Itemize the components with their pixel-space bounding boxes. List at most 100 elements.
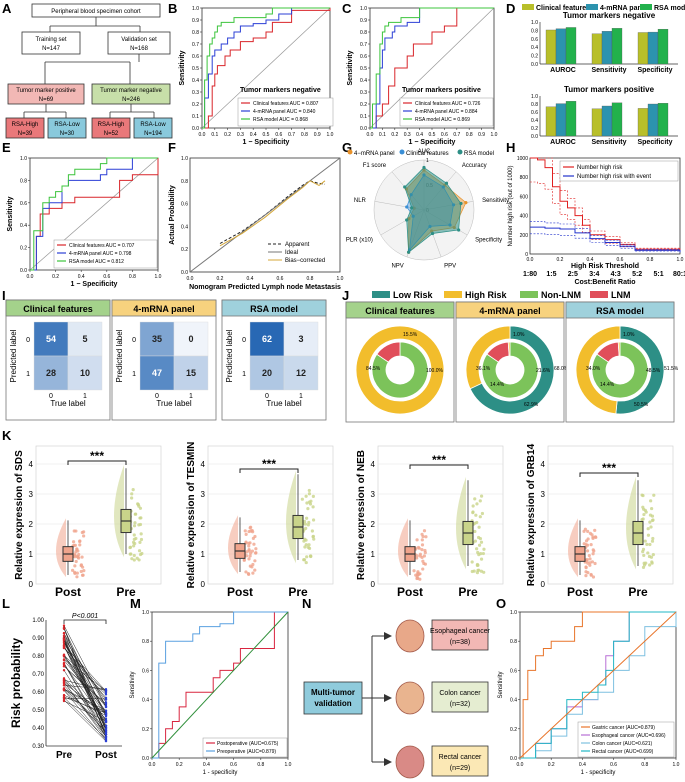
panel-k-point <box>251 536 255 540</box>
panel-k-point <box>470 560 474 564</box>
panel-k-point <box>650 518 655 523</box>
panel-k-point <box>648 520 652 524</box>
panel-m-x-tick-label: 0.4 <box>203 762 210 768</box>
panel-l-post-point <box>104 719 108 722</box>
panel-d-y-tick-label: 0.6 <box>531 110 538 116</box>
panel-k-point <box>250 565 254 569</box>
panel-k-y-tick-label: 1 <box>371 550 376 559</box>
panel-d-y-tick-label: 0.8 <box>531 28 538 34</box>
panel-g-point <box>407 250 411 254</box>
panel-i-cell-2 <box>173 355 209 391</box>
panel-k-point <box>251 562 255 567</box>
panel-k-point <box>136 502 140 506</box>
panel-b-x-tick-label: 0.0 <box>199 132 206 138</box>
panel-b-x-tick-label: 0.6 <box>275 132 282 138</box>
panel-k-point <box>244 532 248 536</box>
panel-l-post-point <box>104 702 108 705</box>
panel-k-point <box>302 519 307 524</box>
panel-c-y-tick-label: 0.5 <box>360 66 367 72</box>
panel-g-ring-label: 1 <box>426 158 429 164</box>
panel-n-title-box <box>303 681 363 715</box>
panel-j-outer-slice-3-2 <box>575 325 621 415</box>
panel-k-point <box>420 538 424 542</box>
panel-k-point <box>129 552 133 556</box>
panel-l-patient-line <box>63 655 107 716</box>
panel-k-point <box>244 570 248 574</box>
panel-l-patient-line <box>63 685 107 734</box>
panel-k-point <box>652 493 656 497</box>
panel-l-pre-point <box>62 638 66 642</box>
panel-letter-f: F <box>168 140 176 155</box>
panel-d-bar-2-sensitivity-3 <box>611 102 623 137</box>
panel-b-legend-label-2: 4-mRNA panel AUC = 0.840 <box>253 109 316 115</box>
panel-n-title-line-2: validation <box>314 699 351 708</box>
panel-k-point <box>304 526 308 530</box>
panel-k-point <box>139 532 143 536</box>
panel-j-outer-slice-2-2 <box>465 325 511 390</box>
panel-f-series-line-3 <box>219 180 326 247</box>
panel-h-y-tick-label: 400 <box>520 214 529 220</box>
panel-b-x-tick-label: 0.2 <box>224 132 231 138</box>
panel-i-cell-2 <box>173 321 209 357</box>
panel-e-y-tick-label: 1.0 <box>20 156 27 162</box>
panel-f-series-line-1 <box>219 180 326 244</box>
panel-j-slice-label: 51.5% <box>664 366 679 372</box>
panel-k-point <box>640 518 644 522</box>
tm-positive-label: Tumor marker positive <box>16 88 76 94</box>
panel-g-point <box>464 201 468 205</box>
panel-o-y-tick-label: 0.6 <box>510 668 517 674</box>
panel-l-pre-point <box>62 654 66 657</box>
panel-k-significance-bracket <box>239 468 299 473</box>
panel-k-significance-label: *** <box>432 453 446 467</box>
panel-k-point <box>138 540 142 544</box>
panel-m-y-tick-label: 0.8 <box>142 639 149 645</box>
panel-k-point <box>132 544 136 548</box>
panel-k-y-tick-label: 0 <box>201 580 206 589</box>
panel-i-x-axis-label: True label <box>266 399 302 408</box>
panel-h-lower-ci-2 <box>530 233 681 253</box>
panel-j-legend-label-4: LNM <box>611 290 631 300</box>
panel-h-cb-tick-label: 1:5 <box>546 271 556 278</box>
panel-d-bar-1-auroc-3 <box>565 27 577 65</box>
panel-n-organ-illustration-3 <box>395 745 425 779</box>
panel-k-point <box>243 529 247 533</box>
panel-d-bar-1-sensitivity-2 <box>601 31 613 65</box>
panel-b-x-axis-label: 1 − Specificity <box>243 139 290 146</box>
panel-e-y-tick-label: 0.6 <box>20 201 27 207</box>
panel-d-y-tick-label: 1.0 <box>531 20 538 26</box>
panel-b-y-tick-label: 1.0 <box>192 6 199 12</box>
panel-l-category-label: Post <box>95 750 117 761</box>
panel-l-pre-point <box>62 698 66 702</box>
panel-i-x-tick-label: 0 <box>49 393 53 400</box>
panel-l-patient-line <box>63 639 107 730</box>
panel-h-x-tick-label: 0.0 <box>527 257 534 263</box>
panel-n-cancer-box-3 <box>431 745 489 777</box>
panel-m-x-tick-label: 0.0 <box>149 762 156 768</box>
panel-j-legend-swatch-4 <box>590 291 608 298</box>
panel-k-point <box>249 551 253 555</box>
panel-k-y-tick-label: 2 <box>29 520 34 529</box>
panel-f-x-tick-label: 1.0 <box>337 276 344 282</box>
panel-e-y-tick-label: 0.0 <box>20 268 27 274</box>
panel-j-slice-label: 15.5% <box>403 332 418 338</box>
panel-c-series-line-3 <box>370 7 494 129</box>
panel-k-point <box>420 532 424 536</box>
panel-k-point <box>421 559 425 563</box>
tm-negative-n: N=246 <box>122 97 141 103</box>
panel-k-point <box>137 549 142 553</box>
panel-k-point <box>138 552 143 557</box>
panel-j-donuts: Low Risk High Risk Non-LNM LNM Clinical feat… <box>345 290 679 423</box>
panel-b-series-line-1 <box>202 8 331 129</box>
panel-g-legend-dot-1 <box>347 149 353 155</box>
panel-g-point <box>405 218 409 222</box>
panel-j-slice-label: 68.0% <box>554 366 569 372</box>
panel-k-point <box>128 545 132 550</box>
panel-o-x-tick-label: 0.6 <box>610 762 617 768</box>
neg-rsa-high-n: N=52 <box>104 131 119 137</box>
panel-k-point <box>593 535 598 539</box>
panel-g-axis-label: PLR (x10) <box>346 238 373 244</box>
panel-k-point <box>78 539 82 544</box>
panel-i-x-axis-label: True label <box>156 399 192 408</box>
panel-c-x-tick-label: 0.7 <box>453 132 460 138</box>
panel-m-legend-label-1: Postoperative (AUC=0.675) <box>217 741 279 747</box>
